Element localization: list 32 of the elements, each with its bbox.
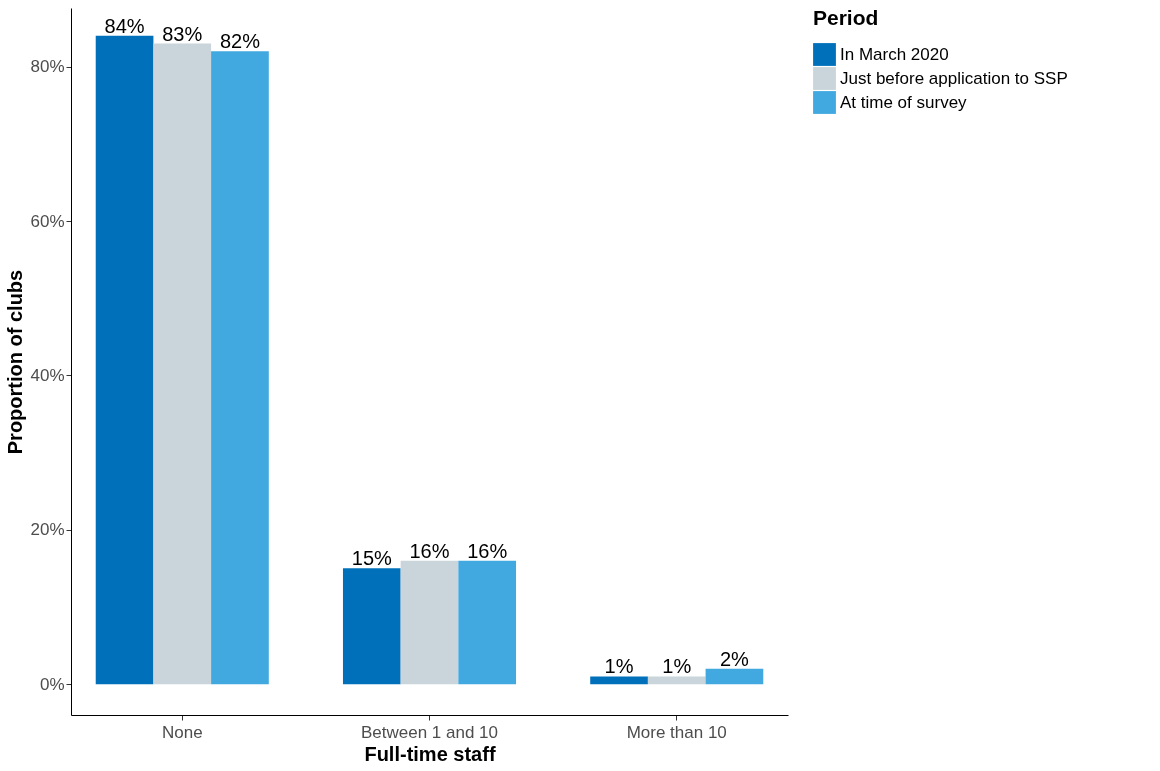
data-label: 16% bbox=[409, 539, 450, 562]
legend-label: In March 2020 bbox=[840, 44, 949, 64]
bar bbox=[705, 668, 764, 685]
x-tick-label: More than 10 bbox=[626, 722, 727, 742]
data-label: 84% bbox=[104, 14, 145, 37]
data-label: 82% bbox=[219, 30, 261, 53]
data-label: 15% bbox=[351, 547, 393, 570]
data-label: 83% bbox=[162, 22, 203, 45]
data-label: 1% bbox=[604, 655, 634, 678]
bar bbox=[647, 676, 706, 685]
legend-label: Just before application to SSP bbox=[840, 68, 1068, 88]
bar bbox=[342, 568, 401, 685]
y-tick-label: 0% bbox=[39, 674, 65, 694]
bar bbox=[153, 43, 212, 685]
x-tick-label: None bbox=[161, 722, 203, 742]
y-axis-title: Proportion of clubs bbox=[4, 269, 27, 455]
y-tick-label: 40% bbox=[30, 365, 65, 385]
bar bbox=[458, 560, 517, 685]
legend-title: Period bbox=[813, 6, 879, 29]
data-label: 16% bbox=[467, 539, 508, 562]
legend-label: At time of survey bbox=[840, 92, 968, 112]
bar bbox=[95, 35, 154, 685]
bar bbox=[400, 560, 459, 685]
y-tick-label: 80% bbox=[30, 57, 65, 77]
bar bbox=[590, 676, 648, 685]
data-label: 1% bbox=[662, 655, 692, 678]
bar bbox=[211, 51, 269, 685]
x-tick-label: Between 1 and 10 bbox=[360, 722, 499, 742]
x-axis-title: Full-time staff bbox=[364, 742, 496, 765]
y-tick-label: 20% bbox=[30, 520, 65, 540]
y-tick-label: 60% bbox=[30, 211, 65, 231]
data-label: 2% bbox=[719, 647, 750, 670]
